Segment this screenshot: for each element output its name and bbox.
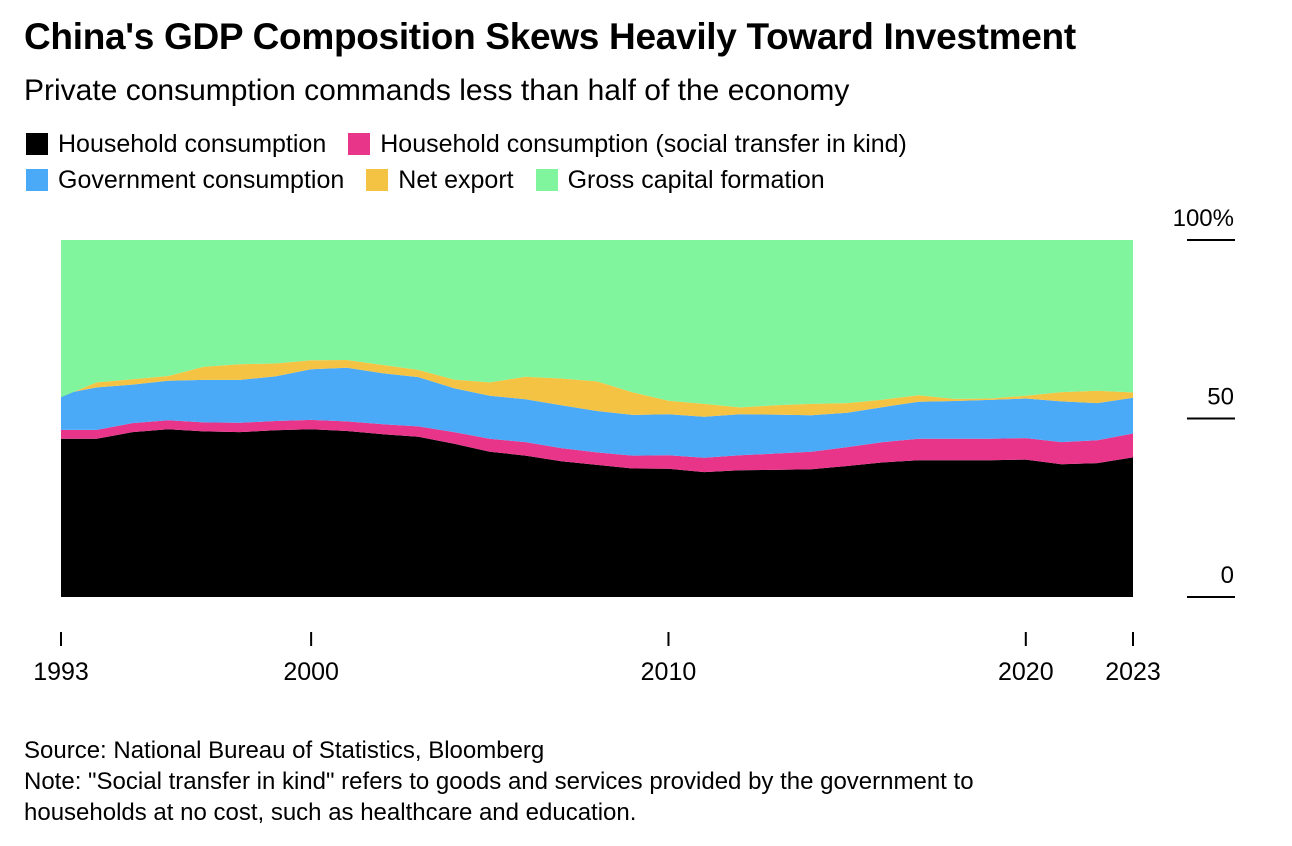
area-household-consumption	[61, 429, 1133, 597]
x-tick-label: 2010	[641, 658, 697, 686]
footer: Source: National Bureau of Statistics, B…	[24, 735, 1174, 828]
legend-label: Household consumption (social transfer i…	[380, 129, 907, 158]
legend-swatch	[348, 133, 371, 155]
source-text: Source: National Bureau of Statistics, B…	[24, 737, 545, 764]
legend-label: Gross capital formation	[567, 165, 825, 194]
legend-label: Net export	[398, 165, 514, 194]
note-text-line-2: households at no cost, such as healthcar…	[24, 799, 637, 826]
chart-title: China's GDP Composition Skews Heavily To…	[24, 16, 1076, 57]
legend-row: Government consumption Net export Gross …	[26, 162, 1266, 198]
note-text-line-1: Note: "Social transfer in kind" refers t…	[24, 768, 974, 795]
y-tick-label: 0	[1221, 562, 1234, 589]
x-tick-label: 2000	[283, 658, 339, 686]
x-tick-label: 2023	[1105, 658, 1161, 686]
x-tick-label: 2020	[998, 658, 1054, 686]
legend-label: Household consumption	[58, 129, 327, 158]
area-government-consumption	[61, 367, 1133, 458]
y-tick-label: 100%	[1173, 205, 1234, 232]
y-tick-label: 50	[1207, 384, 1234, 411]
legend-swatch	[26, 133, 48, 155]
legend: Household consumption Household consumpt…	[26, 126, 1266, 198]
area-net-export	[61, 360, 1133, 417]
legend-item-government-consumption: Government consumption	[26, 166, 344, 195]
legend-label: Government consumption	[58, 165, 345, 194]
legend-item-household-consumption: Household consumption	[26, 130, 326, 159]
stacked-area-chart: 0 50 100% 1993 2000 2010 2020 2023	[33, 205, 1235, 686]
legend-swatch	[366, 169, 389, 191]
x-tick-label: 1993	[33, 658, 89, 686]
legend-item-social-transfer: Household consumption (social transfer i…	[348, 130, 907, 159]
legend-item-gross-capital-formation: Gross capital formation	[535, 165, 825, 195]
legend-swatch	[26, 169, 48, 191]
chart-subtitle: Private consumption commands less than h…	[24, 74, 850, 107]
area-gross-capital-formation	[61, 240, 1133, 408]
area-household-consumption-social-transfer-in-kind	[61, 419, 1133, 473]
legend-swatch	[535, 169, 558, 191]
legend-item-net-export: Net export	[366, 165, 514, 195]
legend-row: Household consumption Household consumpt…	[26, 126, 1266, 162]
